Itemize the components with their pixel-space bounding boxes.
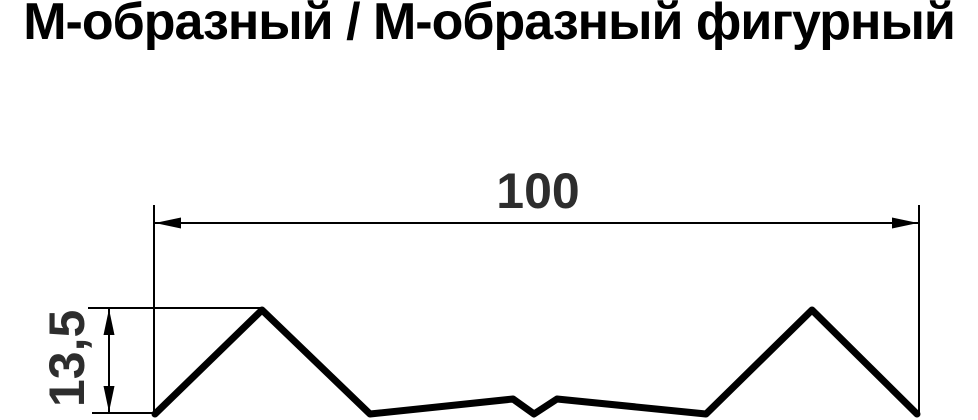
profile-outline	[151, 306, 921, 418]
width-dimension-value: 100	[496, 163, 579, 219]
page-title: М-образный / М-образный фигурный	[23, 0, 956, 51]
width-arrow-right-icon	[892, 217, 918, 229]
height-dimension-value: 13,5	[39, 310, 95, 407]
height-arrow-top-icon	[103, 309, 115, 335]
height-arrow-bottom-icon	[103, 386, 115, 412]
width-arrow-left-icon	[155, 217, 181, 229]
